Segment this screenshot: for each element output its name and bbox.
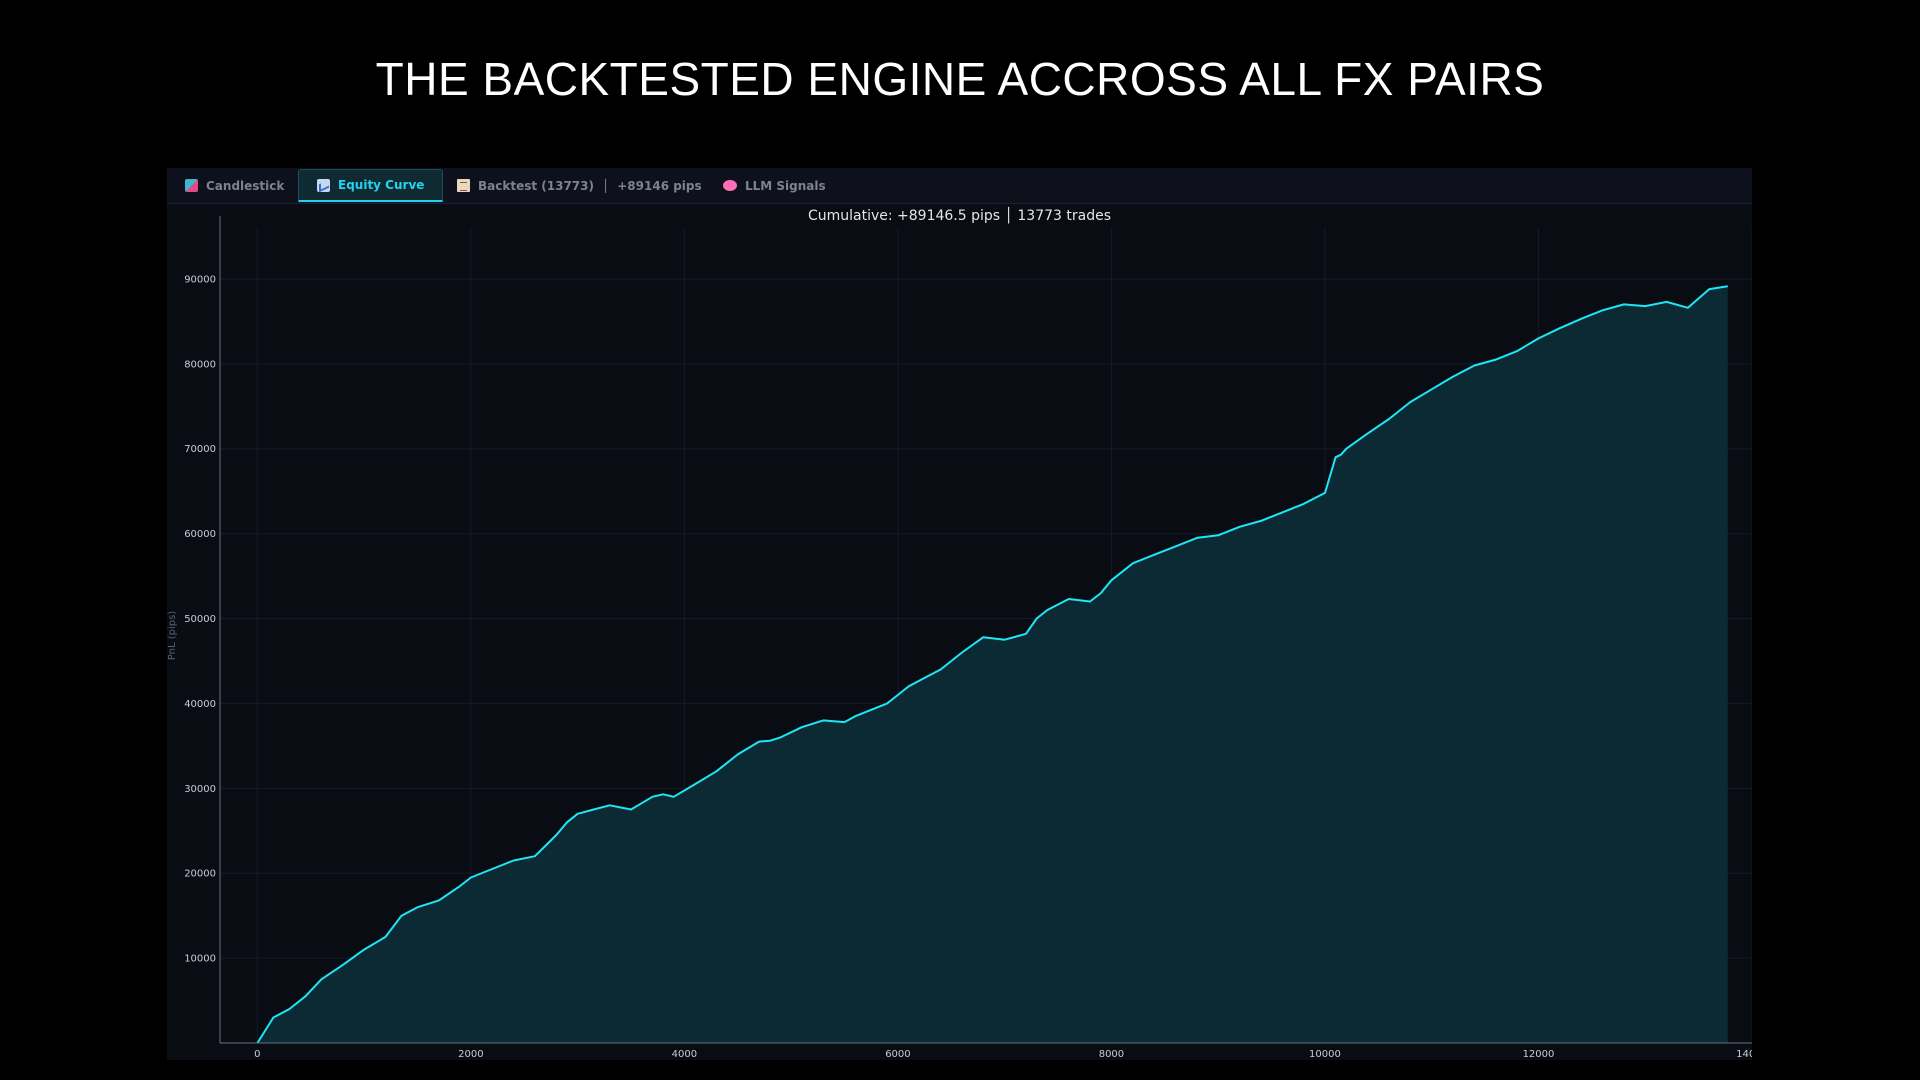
equity-area <box>257 286 1728 1043</box>
chart-title: Cumulative: +89146.5 pips │ 13773 trades <box>807 208 1112 224</box>
x-tick-label: 2000 <box>458 1049 483 1060</box>
brain-icon <box>723 180 737 191</box>
tab-bar: Candlestick Equity Curve Backtest (13773… <box>167 168 1752 204</box>
y-tick-label: 50000 <box>184 614 216 625</box>
y-tick-label: 60000 <box>184 529 216 540</box>
tab-llm-signals[interactable]: LLM Signals <box>705 169 844 202</box>
tab-backtest[interactable]: Backtest (13773) │ +89146 pips <box>439 169 720 202</box>
x-tick-label: 12000 <box>1523 1049 1555 1060</box>
tab-equity-curve[interactable]: Equity Curve <box>298 169 444 202</box>
tab-llm-signals-label: LLM Signals <box>745 178 826 193</box>
y-tick-label: 30000 <box>184 784 216 795</box>
x-tick-label: 4000 <box>672 1049 697 1060</box>
tab-candlestick[interactable]: Candlestick <box>167 169 302 202</box>
tab-backtest-label: Backtest (13773) <box>478 178 594 193</box>
x-tick-label: 8000 <box>1099 1049 1124 1060</box>
clipboard-icon <box>457 179 470 192</box>
equity-curve-chart: 0 2000 4000 6000 8000 10000 12000 14000 10000 200… <box>167 216 1752 1060</box>
y-tick-label: 10000 <box>184 954 216 965</box>
y-tick-label: 80000 <box>184 359 216 370</box>
y-tick-label: 70000 <box>184 444 216 455</box>
y-tick-label: 90000 <box>184 274 216 285</box>
page-title: THE BACKTESTED ENGINE ACCROSS ALL FX PAI… <box>375 53 1545 105</box>
tab-backtest-pips: +89146 pips <box>617 178 702 193</box>
x-tick-label: 10000 <box>1309 1049 1341 1060</box>
tab-equity-curve-label: Equity Curve <box>338 178 425 192</box>
tab-candlestick-label: Candlestick <box>206 178 285 193</box>
equity-chart-icon <box>317 178 330 192</box>
y-tick-label: 40000 <box>184 699 216 710</box>
x-tick-label: 0 <box>254 1049 260 1060</box>
y-axis-label: PnL (pips) <box>167 611 178 661</box>
y-tick-label: 20000 <box>184 869 216 880</box>
chart-panel: Candlestick Equity Curve Backtest (13773… <box>167 168 1752 1060</box>
tab-separator: │ <box>602 178 610 193</box>
x-tick-label: 6000 <box>885 1049 910 1060</box>
equity-line <box>256 285 1728 1044</box>
x-tick-label: 14000 <box>1736 1049 1752 1060</box>
candlestick-chart-icon <box>185 179 198 192</box>
